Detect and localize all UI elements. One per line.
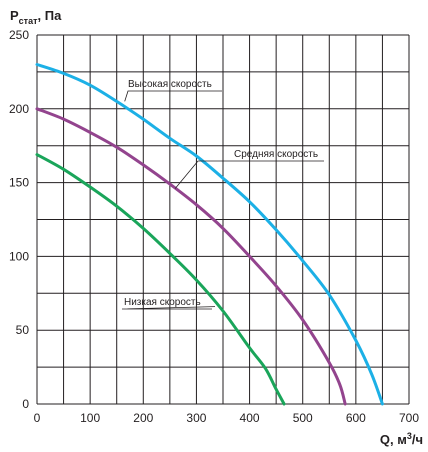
x-tick-label: 500 bbox=[293, 411, 313, 425]
annotation-leader-line bbox=[124, 90, 222, 102]
y-tick-label: 100 bbox=[9, 249, 29, 263]
curves bbox=[35, 63, 384, 406]
annotation-label: Средняя скорость bbox=[234, 149, 318, 160]
annotation-high-speed: Высокая скорость bbox=[124, 79, 222, 102]
y-tick-label: 200 bbox=[9, 102, 29, 116]
curve-annotations: Высокая скорость Средняя скорость Низкая с… bbox=[121, 79, 324, 310]
annotation-low-speed: Низкая скорость bbox=[121, 297, 216, 310]
annotation-leader-line bbox=[121, 306, 216, 310]
x-tick-labels: 0 100 200 300 400 500 600 700 bbox=[34, 411, 420, 425]
annotation-leader-line bbox=[174, 160, 324, 189]
grid bbox=[36, 34, 410, 405]
x-tick-label: 300 bbox=[186, 411, 206, 425]
annotation-medium-speed: Средняя скорость bbox=[174, 149, 324, 189]
x-tick-label: 700 bbox=[399, 411, 419, 425]
curve-medium-speed bbox=[35, 107, 347, 406]
x-tick-label: 600 bbox=[346, 411, 366, 425]
y-tick-label: 50 bbox=[16, 323, 30, 337]
x-tick-label: 0 bbox=[34, 411, 41, 425]
y-tick-labels: 0 50 100 150 200 250 bbox=[9, 28, 29, 411]
y-axis-label: Pстат, Па bbox=[10, 8, 62, 26]
curve-high-speed bbox=[35, 63, 384, 406]
annotation-label: Высокая скорость bbox=[128, 79, 212, 90]
x-tick-label: 100 bbox=[80, 411, 100, 425]
x-tick-label: 200 bbox=[133, 411, 153, 425]
y-tick-label: 0 bbox=[22, 397, 29, 411]
x-tick-label: 400 bbox=[240, 411, 260, 425]
annotation-label: Низкая скорость bbox=[124, 297, 201, 308]
y-tick-label: 150 bbox=[9, 176, 29, 190]
x-axis-label: Q, м3/ч bbox=[380, 431, 423, 447]
curve-low-speed bbox=[35, 153, 286, 406]
y-tick-label: 250 bbox=[9, 28, 29, 42]
